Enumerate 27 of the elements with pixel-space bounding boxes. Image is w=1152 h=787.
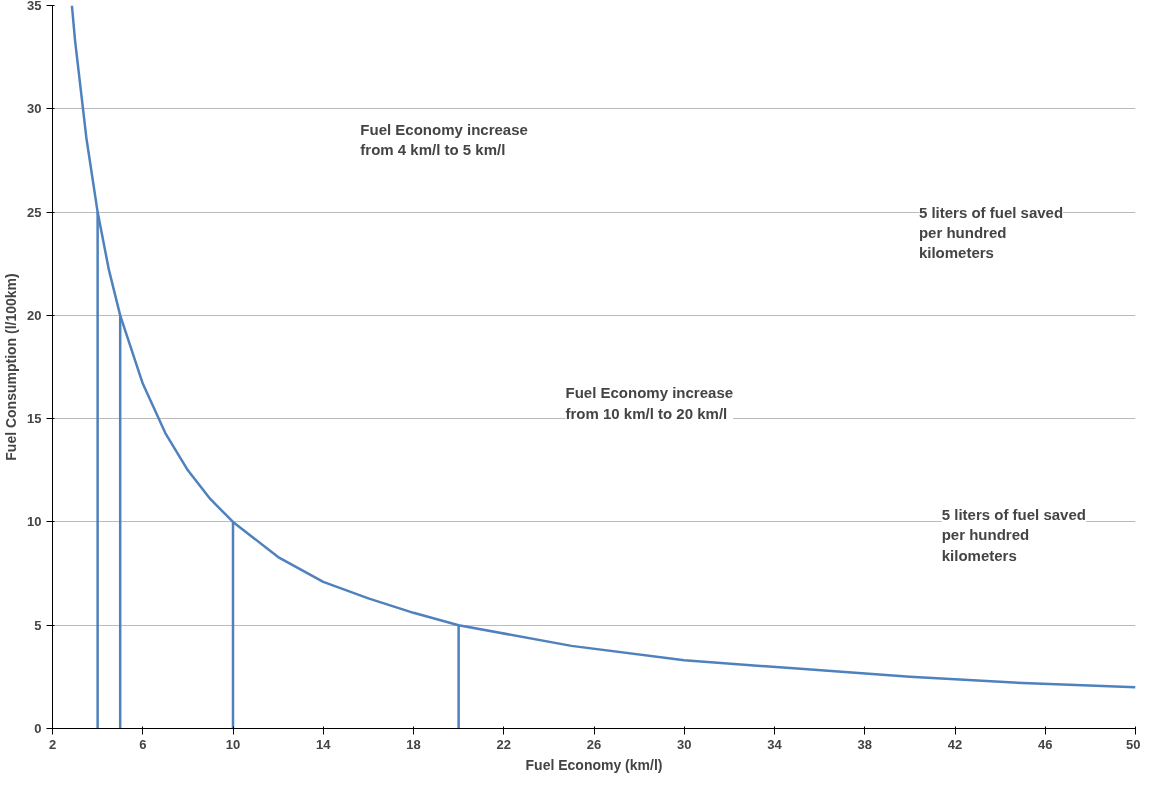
y-tick-label: 0: [34, 721, 42, 736]
x-tick-label: 30: [677, 736, 692, 752]
x-tick-label: 18: [406, 736, 421, 752]
y-tick-label: 5: [34, 617, 42, 633]
x-tick-label: 34: [767, 736, 783, 752]
x-tick-label: 14: [316, 736, 332, 752]
x-tick-label: 6: [139, 736, 147, 752]
x-tick-label: 10: [225, 736, 241, 752]
annotation: Fuel Economy increase from 10 km/l to 20 km/l: [565, 384, 734, 422]
x-tick-label: 26: [586, 736, 602, 752]
y-tick-label: 35: [27, 0, 42, 13]
x-tick-label: 38: [857, 736, 872, 752]
y-tick-label: 20: [27, 307, 42, 323]
y-tick-label: 25: [27, 204, 42, 220]
annotation: 5 liters of fuel saved per hundred kilometers: [918, 203, 1064, 262]
annotation: 5 liters of fuel saved per hundred kilometers: [941, 505, 1086, 564]
x-tick-label: 42: [947, 736, 963, 752]
y-axis-title: Fuel Consumption (l/100km): [3, 273, 20, 461]
x-tick-label: 46: [1038, 736, 1053, 752]
y-tick-label: 15: [27, 411, 42, 427]
x-tick-label: 50: [1126, 736, 1141, 752]
annotation: Fuel Economy increase from 4 km/l to 5 km/l: [360, 120, 528, 159]
y-tick-label: 10: [27, 514, 42, 530]
y-tick-label: 30: [27, 101, 42, 117]
x-tick-label: 2: [48, 736, 57, 752]
x-axis-title: Fuel Economy (km/l): [525, 756, 663, 773]
x-tick-label: 22: [496, 736, 511, 752]
